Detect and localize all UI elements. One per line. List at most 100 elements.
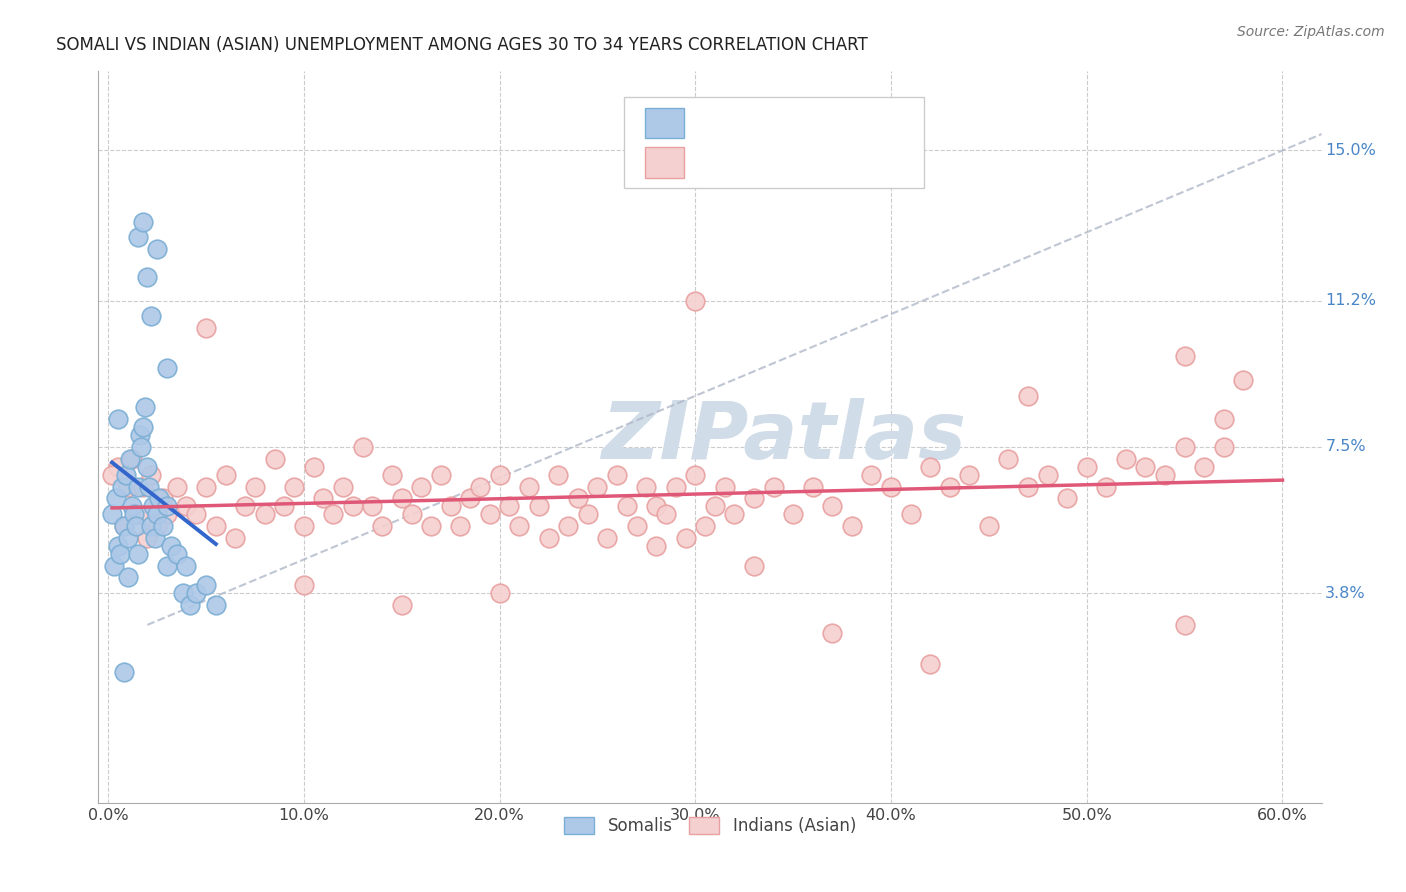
Point xyxy=(117,531,139,545)
Text: 7.5%: 7.5% xyxy=(1326,440,1367,454)
Point xyxy=(517,479,540,493)
Point xyxy=(488,586,510,600)
Point xyxy=(332,479,354,493)
Point xyxy=(176,500,198,514)
Point xyxy=(118,451,141,466)
Point xyxy=(920,657,942,672)
Point xyxy=(114,467,136,482)
Point xyxy=(128,428,150,442)
Point xyxy=(283,479,305,493)
Point xyxy=(101,467,124,482)
Point xyxy=(636,479,658,493)
Point xyxy=(508,519,530,533)
Point xyxy=(703,500,725,514)
Point xyxy=(103,558,125,573)
Point xyxy=(141,519,163,533)
Point xyxy=(107,539,129,553)
Point xyxy=(132,479,155,493)
FancyBboxPatch shape xyxy=(624,97,924,188)
Point xyxy=(821,500,844,514)
Point xyxy=(920,459,942,474)
Point xyxy=(723,507,745,521)
Point xyxy=(488,467,510,482)
Point xyxy=(112,519,135,533)
Point xyxy=(243,479,266,493)
Point xyxy=(146,519,169,533)
Point xyxy=(762,479,785,493)
Text: R = 0.433   N =  46: R = 0.433 N = 46 xyxy=(703,114,873,132)
Text: ZIPatlas: ZIPatlas xyxy=(600,398,966,476)
Point xyxy=(166,479,188,493)
Point xyxy=(146,507,169,521)
Point xyxy=(1232,373,1254,387)
Point xyxy=(675,531,697,545)
Point xyxy=(273,500,295,514)
Point xyxy=(127,230,149,244)
Point xyxy=(821,625,844,640)
Point xyxy=(1115,451,1137,466)
Point xyxy=(108,547,131,561)
Point xyxy=(195,479,218,493)
Point xyxy=(122,507,145,521)
Point xyxy=(626,519,648,533)
Point xyxy=(1192,459,1215,474)
Point xyxy=(665,479,688,493)
Point xyxy=(430,467,453,482)
Point xyxy=(152,491,174,506)
Point xyxy=(263,451,285,466)
Point xyxy=(645,539,668,553)
Point xyxy=(224,531,246,545)
Point xyxy=(1056,491,1078,506)
Point xyxy=(156,507,179,521)
Point xyxy=(156,500,179,514)
Legend: Somalis, Indians (Asian): Somalis, Indians (Asian) xyxy=(558,811,862,842)
Point xyxy=(596,531,619,545)
Point xyxy=(606,467,628,482)
Point xyxy=(1076,459,1098,474)
Point xyxy=(900,507,922,521)
Point xyxy=(1095,479,1118,493)
Text: 3.8%: 3.8% xyxy=(1326,586,1367,600)
Point xyxy=(121,451,143,466)
Text: 15.0%: 15.0% xyxy=(1326,143,1376,158)
Point xyxy=(547,467,569,482)
Point xyxy=(381,467,404,482)
Point xyxy=(742,491,765,506)
Point xyxy=(1135,459,1157,474)
Point xyxy=(860,467,883,482)
Point xyxy=(142,500,165,514)
Point xyxy=(136,459,159,474)
Point xyxy=(1174,440,1197,454)
Point xyxy=(134,401,156,415)
Point xyxy=(131,440,153,454)
Point xyxy=(117,570,139,584)
Point xyxy=(136,531,159,545)
Point xyxy=(939,479,962,493)
Point xyxy=(117,479,139,493)
Point xyxy=(450,519,472,533)
Point xyxy=(186,507,208,521)
Point xyxy=(112,665,135,680)
Point xyxy=(292,578,315,592)
Point xyxy=(312,491,335,506)
Point xyxy=(782,507,804,521)
Point xyxy=(685,467,707,482)
Point xyxy=(440,500,463,514)
Point xyxy=(111,479,134,493)
Point xyxy=(112,519,135,533)
Point xyxy=(302,459,325,474)
Point xyxy=(127,507,149,521)
Point xyxy=(292,519,315,533)
Point xyxy=(567,491,589,506)
Point xyxy=(841,519,863,533)
Point xyxy=(127,479,149,493)
Point xyxy=(1174,618,1197,632)
Point xyxy=(342,500,364,514)
Point xyxy=(458,491,481,506)
Point xyxy=(156,558,179,573)
Point xyxy=(713,479,735,493)
FancyBboxPatch shape xyxy=(645,108,685,138)
Point xyxy=(695,519,717,533)
Text: SOMALI VS INDIAN (ASIAN) UNEMPLOYMENT AMONG AGES 30 TO 34 YEARS CORRELATION CHAR: SOMALI VS INDIAN (ASIAN) UNEMPLOYMENT AM… xyxy=(56,36,868,54)
Point xyxy=(160,539,183,553)
